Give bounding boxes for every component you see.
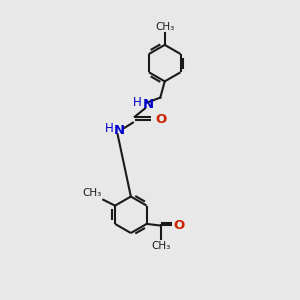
Text: CH₃: CH₃ bbox=[82, 188, 102, 198]
Text: H: H bbox=[133, 96, 142, 109]
Text: N: N bbox=[142, 98, 154, 111]
Text: CH₃: CH₃ bbox=[155, 22, 174, 32]
Text: H: H bbox=[104, 122, 113, 135]
Text: O: O bbox=[155, 113, 166, 126]
Text: O: O bbox=[173, 219, 184, 232]
Text: CH₃: CH₃ bbox=[152, 241, 171, 251]
Text: N: N bbox=[114, 124, 125, 137]
